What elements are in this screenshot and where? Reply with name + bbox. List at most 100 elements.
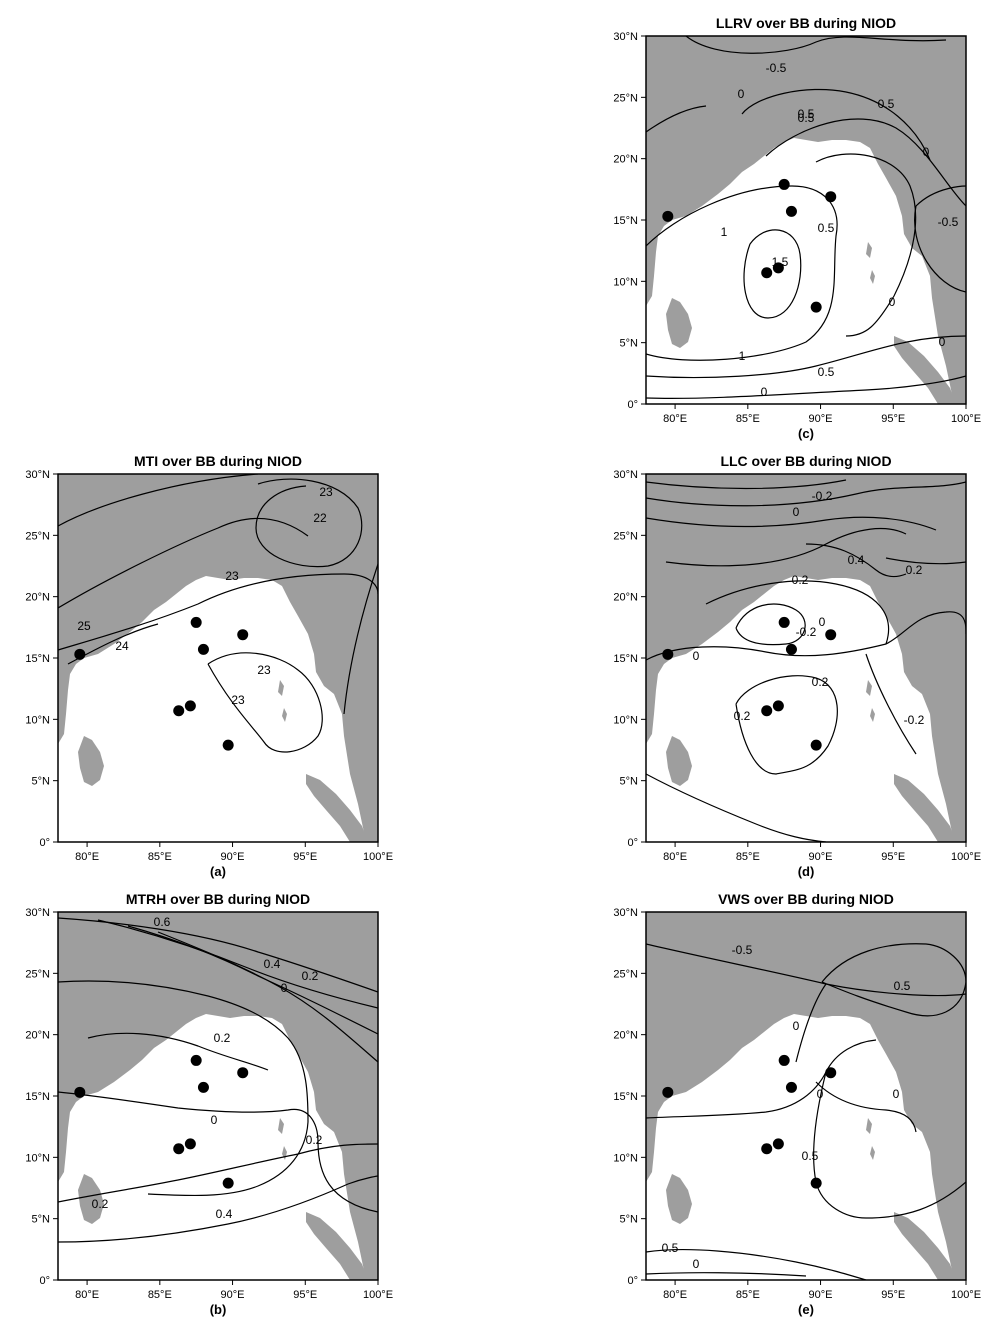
y-tick-label: 30°N: [613, 907, 638, 919]
station-marker: [785, 643, 797, 655]
contour-label: 23: [319, 485, 333, 499]
panel-label: (d): [798, 864, 815, 879]
station-marker: [825, 1067, 837, 1079]
contour-label: 0: [889, 295, 896, 309]
y-tick-label: 10°N: [613, 714, 638, 726]
contour-label: 0.2: [734, 709, 751, 723]
y-tick-label: 5°N: [620, 338, 639, 350]
panel-label: (c): [798, 426, 814, 441]
contour-label: 0.2: [792, 573, 809, 587]
station-marker: [237, 1067, 249, 1079]
station-marker: [810, 1177, 822, 1189]
contour-label: 0.2: [302, 969, 319, 983]
x-tick-label: 100°E: [363, 851, 393, 863]
contour-label: 0: [817, 1087, 824, 1101]
panel-title: MTI over BB during NIOD: [134, 453, 302, 469]
contour-label: 23: [231, 693, 245, 707]
contour-line: [914, 205, 966, 293]
y-tick-label: 25°N: [25, 968, 50, 980]
contour-label: 22: [313, 511, 327, 525]
contour-line: [646, 1249, 867, 1280]
contour-line: [255, 478, 363, 568]
station-marker: [662, 648, 674, 660]
panel-title: VWS over BB during NIOD: [718, 891, 894, 907]
y-tick-label: 10°N: [25, 1152, 50, 1164]
contour-line: [58, 1175, 378, 1243]
station-marker: [778, 616, 790, 628]
contour-label: -0.5: [938, 215, 959, 229]
x-tick-label: 100°E: [951, 413, 981, 425]
contour-label: 0.5: [662, 1241, 679, 1255]
contour-line: [741, 88, 931, 161]
contour-line: [646, 375, 966, 399]
contour-label: 0: [793, 505, 800, 519]
contour-line: [646, 611, 966, 661]
station-marker: [184, 700, 196, 712]
y-tick-label: 5°N: [32, 776, 51, 788]
y-tick-label: 0°: [627, 837, 638, 849]
contour-line: [646, 479, 847, 490]
contour-line: [865, 653, 917, 755]
x-tick-label: 100°E: [951, 1289, 981, 1301]
contour-line: [646, 481, 966, 507]
station-marker: [197, 643, 209, 655]
station-marker: [173, 705, 185, 717]
station-marker: [810, 301, 822, 313]
contour-line: [685, 36, 947, 54]
x-tick-label: 100°E: [951, 851, 981, 863]
panel-e: -0.5 0.5 0 0 0 0.5 0.5 0 80°E 85°E 90°E 95°E 100°E 0°…: [613, 891, 981, 1317]
y-tick-label: 25°N: [613, 92, 638, 104]
y-tick-label: 5°N: [620, 1214, 639, 1226]
panel-a: 23 22 25 24 23 23 23 80°E 85°E 90°E 95°E 100°E 0° 5°N…: [25, 453, 393, 879]
contour-line: [157, 931, 378, 1063]
x-tick-label: 95°E: [881, 851, 905, 863]
contour-label: 0.6: [154, 915, 171, 929]
contour-label: 0: [761, 385, 768, 399]
contour-label: 0.5: [802, 1149, 819, 1163]
contour-label: 1: [721, 225, 728, 239]
contour-label: 0.5: [878, 97, 895, 111]
y-tick-label: 15°N: [25, 1091, 50, 1103]
y-tick-label: 20°N: [25, 1030, 50, 1042]
station-marker: [190, 1054, 202, 1066]
panel-label: (b): [210, 1302, 227, 1317]
x-tick-label: 85°E: [736, 851, 760, 863]
station-marker: [810, 739, 822, 751]
x-tick-label: 80°E: [75, 1289, 99, 1301]
station-marker: [74, 1086, 86, 1098]
contour-line: [821, 943, 966, 1017]
contour-label: 0.4: [216, 1207, 233, 1221]
contour-line: [813, 1071, 966, 1219]
contour-line: [705, 580, 890, 645]
panel-title: LLRV over BB during NIOD: [716, 15, 896, 31]
x-tick-label: 80°E: [75, 851, 99, 863]
contour-label: 1: [739, 349, 746, 363]
contour-label: 0.5: [818, 221, 835, 235]
contour-line: [885, 557, 966, 565]
x-tick-label: 90°E: [809, 851, 833, 863]
contour-label: -0.2: [904, 713, 925, 727]
contour-line: [58, 980, 309, 1197]
contour-line: [67, 623, 159, 665]
y-tick-label: 10°N: [25, 714, 50, 726]
station-marker: [237, 629, 249, 641]
panel-title: LLC over BB during NIOD: [720, 453, 891, 469]
contour-label: 0.4: [848, 553, 865, 567]
x-tick-label: 100°E: [363, 1289, 393, 1301]
contour-line: [646, 773, 827, 842]
panel-title: MTRH over BB during NIOD: [126, 891, 310, 907]
contour-line: [646, 105, 707, 133]
x-tick-label: 95°E: [881, 1289, 905, 1301]
station-marker: [222, 1177, 234, 1189]
y-tick-label: 15°N: [613, 215, 638, 227]
y-tick-label: 20°N: [25, 592, 50, 604]
station-marker: [785, 205, 797, 217]
contour-label: 0: [923, 145, 930, 159]
y-tick-label: 0°: [39, 837, 50, 849]
station-marker: [197, 1081, 209, 1093]
contour-line: [795, 983, 827, 1063]
x-tick-label: 95°E: [293, 851, 317, 863]
contour-label: -0.5: [766, 61, 787, 75]
y-tick-label: 15°N: [613, 1091, 638, 1103]
station-marker: [662, 210, 674, 222]
